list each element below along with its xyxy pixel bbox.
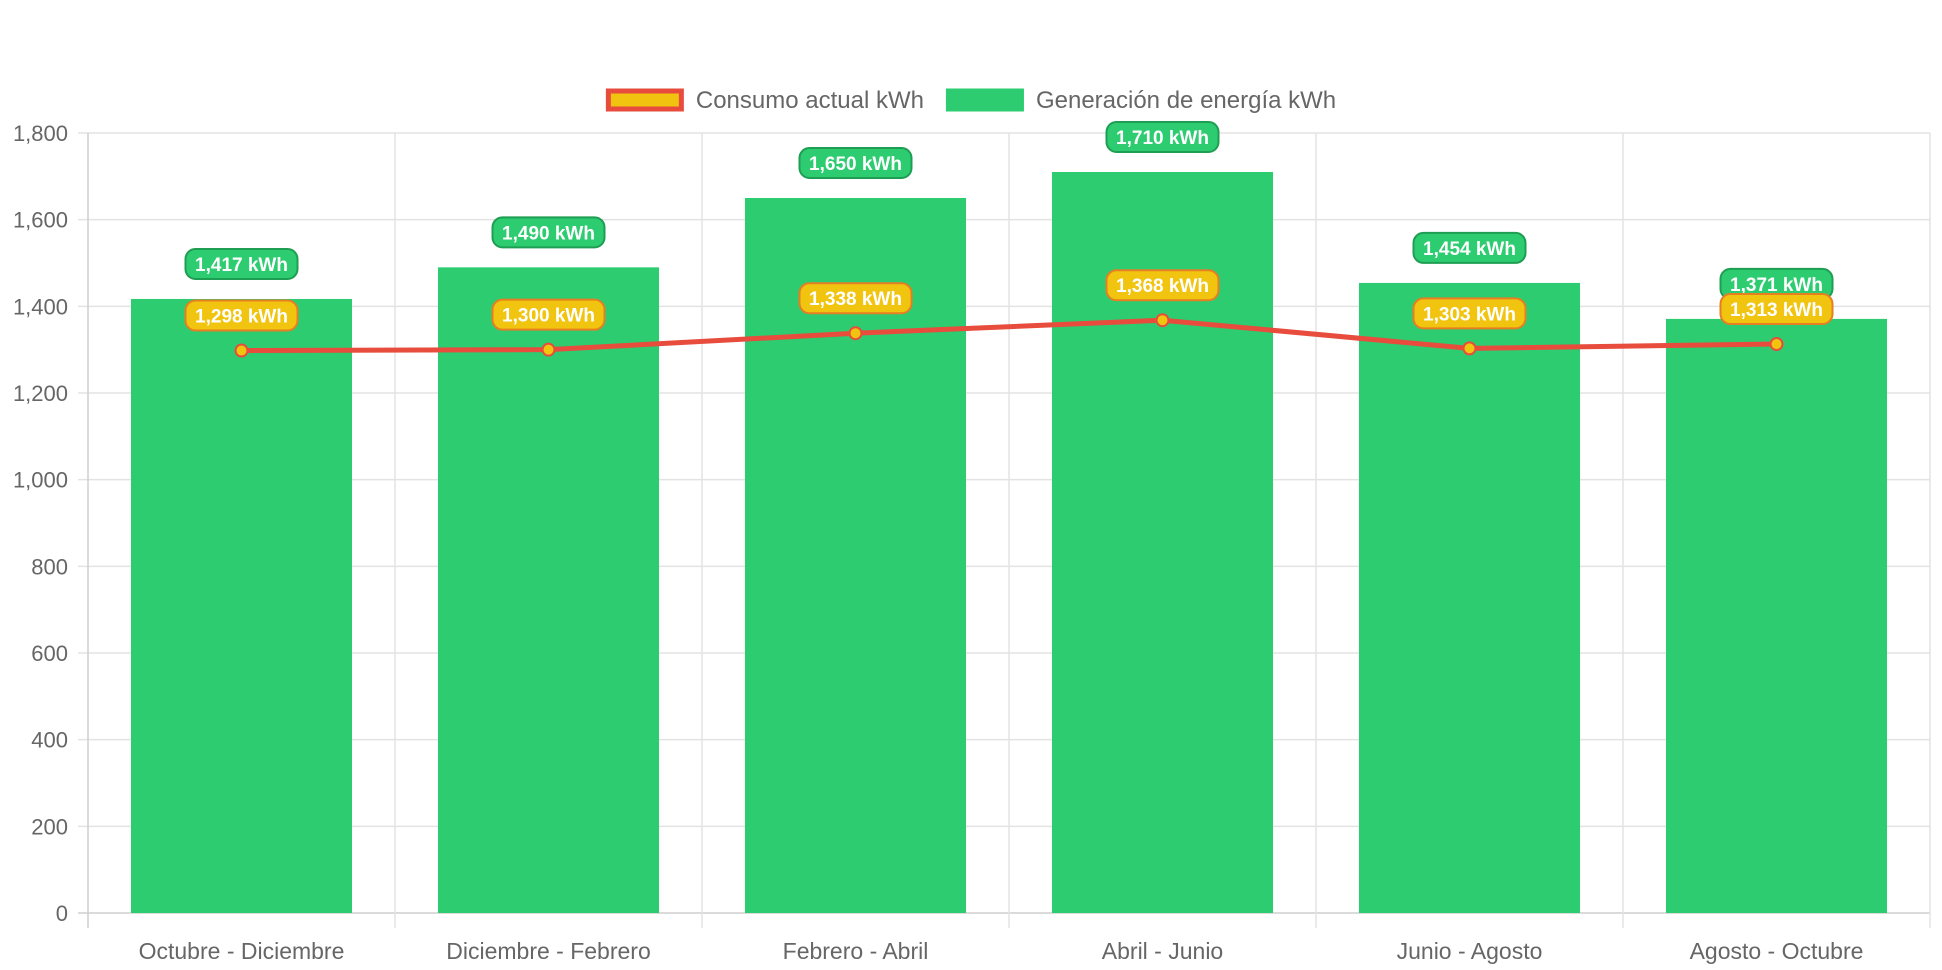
data-labels: 1,417 kWh 1,490 kWh 1,650 kWh 1,710 kWh 1,45… [184, 121, 1834, 332]
legend: Consumo actual kWh Generación de energía … [605, 87, 1336, 114]
bar[interactable] [1665, 318, 1888, 913]
bar-value-label-background [798, 147, 913, 179]
line-point[interactable] [234, 343, 249, 358]
bar-value-label-text: 1,371 kWh [1730, 275, 1823, 296]
line-value-label-background [1719, 293, 1834, 326]
bar-value-label: 1,454 kWh [1412, 231, 1527, 264]
line-value-label-text: 1,313 kWh [1730, 300, 1823, 321]
line-value-label-background [798, 282, 913, 315]
line-value-label-background [491, 298, 606, 331]
line-value-label: 1,298 kWh [184, 299, 299, 332]
y-tick-label: 1,400 [13, 294, 68, 319]
line-value-label-text: 1,303 kWh [1423, 304, 1516, 325]
line-value-label: 1,303 kWh [1412, 297, 1527, 330]
line-series [234, 313, 1784, 358]
bar[interactable] [744, 198, 967, 913]
y-tick-label: 1,600 [13, 208, 68, 233]
legend-item[interactable]: Consumo actual kWh [605, 87, 924, 114]
line-value-label-background [184, 299, 299, 332]
line-value-label: 1,313 kWh [1719, 293, 1834, 326]
y-tick-label: 1,200 [13, 381, 68, 406]
y-tick-label: 800 [31, 554, 68, 579]
legend-swatch [945, 88, 1024, 112]
x-tick-label: Octubre - Diciembre [139, 938, 345, 964]
x-tick-label: Abril - Junio [1102, 938, 1223, 964]
x-tick-label: Agosto - Octubre [1690, 938, 1864, 964]
line-value-label: 1,338 kWh [798, 282, 913, 315]
bar-value-label-background [1105, 121, 1220, 153]
bar-value-label-background [1412, 231, 1527, 264]
bar-value-label-text: 1,454 kWh [1423, 239, 1516, 260]
bar-value-label-background [491, 216, 606, 249]
line-point[interactable] [1155, 313, 1170, 328]
line-point[interactable] [1769, 337, 1784, 352]
line-point[interactable] [848, 326, 863, 341]
line-point[interactable] [541, 342, 556, 357]
bar-value-label: 1,490 kWh [491, 216, 606, 249]
series-line [239, 317, 1779, 354]
y-tick-label: 1,800 [13, 121, 68, 146]
bar-value-label-background [184, 247, 299, 280]
y-tick-label: 400 [31, 728, 68, 753]
x-tick-label: Junio - Agosto [1397, 938, 1543, 964]
y-tick-label: 1,000 [13, 468, 68, 493]
x-tick-label: Diciembre - Febrero [446, 938, 651, 964]
bar-value-label-text: 1,490 kWh [502, 223, 595, 244]
bar[interactable] [130, 298, 353, 913]
bar-value-label-text: 1,650 kWh [809, 154, 902, 175]
legend-label: Generación de energía kWh [1036, 87, 1336, 114]
x-tick-label: Febrero - Abril [783, 938, 929, 964]
bar-value-label: 1,417 kWh [184, 247, 299, 280]
line-value-label-text: 1,300 kWh [502, 306, 595, 327]
bar-series [130, 172, 1888, 913]
y-tick-label: 0 [56, 901, 68, 926]
grid [78, 132, 1931, 928]
line-value-label: 1,300 kWh [491, 298, 606, 331]
bar-value-label-text: 1,417 kWh [195, 255, 288, 276]
bar-value-label: 1,650 kWh [798, 147, 913, 179]
legend-label: Consumo actual kWh [696, 87, 924, 114]
bar[interactable] [1358, 282, 1581, 913]
line-value-label-text: 1,368 kWh [1116, 276, 1209, 297]
line-value-label-text: 1,298 kWh [195, 307, 288, 328]
line-value-label-background [1412, 297, 1527, 330]
line-value-label-text: 1,338 kWh [809, 289, 902, 310]
line-value-label-background [1105, 269, 1220, 302]
legend-item[interactable]: Generación de energía kWh [945, 87, 1336, 114]
axes: 0 200 400 600 800 1,000 1,200 1,400 1,600 1,800 Oc… [13, 121, 1863, 964]
bar[interactable] [437, 267, 660, 913]
bar-value-label-text: 1,710 kWh [1116, 128, 1209, 149]
y-tick-label: 200 [31, 814, 68, 839]
line-point[interactable] [1462, 341, 1477, 356]
line-value-label: 1,368 kWh [1105, 269, 1220, 302]
bar-value-label: 1,710 kWh [1105, 121, 1220, 153]
y-tick-label: 600 [31, 641, 68, 666]
legend-swatch [605, 88, 684, 112]
